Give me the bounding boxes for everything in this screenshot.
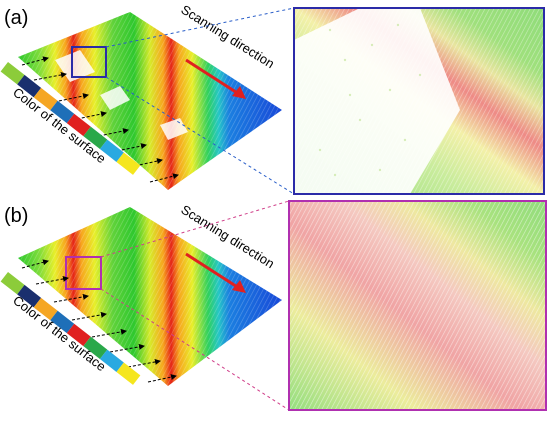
sparse-dots-a [318,23,422,177]
scan-arrow-b [185,252,243,292]
swatch [66,113,91,137]
connector-b-top [100,200,290,258]
sparse-region-a [294,8,460,194]
swatch [50,100,75,124]
zoom-inset-b-border [288,200,547,411]
swatch [116,362,141,385]
swatch [83,126,108,150]
scan-arrowhead-a [232,86,246,99]
swatch-arrows-b [21,259,177,383]
panel-a-label: (a) [4,7,28,29]
panel-a: (a) [0,2,545,195]
swatch [116,152,141,175]
swatch [17,284,42,308]
swatch [99,349,124,372]
swatch [0,272,25,295]
zoom-inset-a [294,8,544,194]
scan-arrowhead-b [232,280,246,293]
color-swatch-strip-a [0,62,141,175]
connector-a-top [105,7,295,48]
inset-box-a [71,46,107,78]
panel-b-label: (b) [4,205,28,227]
swatch [99,139,124,162]
swatch [33,297,58,321]
swatch [0,62,25,85]
swatch [83,336,108,360]
scan-arrow-a [185,58,243,98]
swatch [33,87,58,111]
zoom-inset-b [289,201,546,410]
inset-box-b [65,256,102,290]
connector-a-bottom [105,76,295,195]
color-swatch-strip-b [0,272,141,385]
swatch [50,310,75,334]
connector-b-bottom [100,288,290,411]
swatch [66,323,91,347]
panel-b: (b) Color of the surface Scanning direc [0,200,547,411]
swatch [17,74,42,98]
surface-b-texture [18,207,282,386]
zoom-inset-a-border [293,7,545,195]
